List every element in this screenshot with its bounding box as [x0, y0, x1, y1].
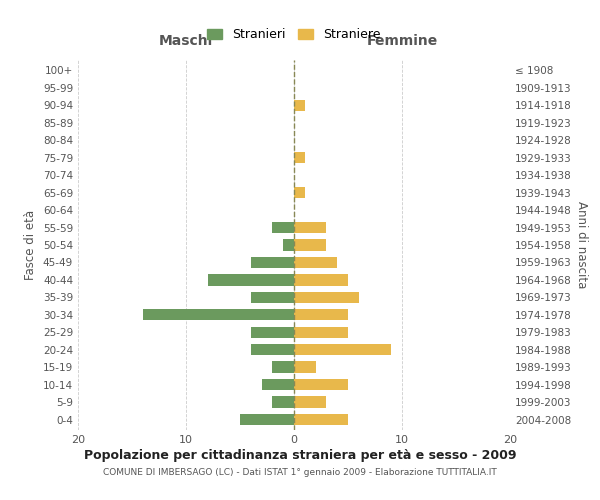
Bar [294, 379, 348, 390]
Bar [294, 257, 337, 268]
Bar [272, 396, 294, 407]
Bar [294, 344, 391, 356]
Bar [294, 240, 326, 250]
Bar [208, 274, 294, 285]
Bar [294, 362, 316, 373]
Text: Femmine: Femmine [367, 34, 437, 48]
Bar [262, 379, 294, 390]
Bar [294, 309, 348, 320]
Bar [294, 414, 348, 425]
Bar [272, 222, 294, 233]
Bar [294, 326, 348, 338]
Bar [294, 187, 305, 198]
Bar [283, 240, 294, 250]
Bar [240, 414, 294, 425]
Bar [251, 326, 294, 338]
Bar [294, 274, 348, 285]
Y-axis label: Anni di nascita: Anni di nascita [575, 202, 588, 288]
Bar [294, 292, 359, 303]
Bar [294, 222, 326, 233]
Bar [272, 362, 294, 373]
Text: COMUNE DI IMBERSAGO (LC) - Dati ISTAT 1° gennaio 2009 - Elaborazione TUTTITALIA.: COMUNE DI IMBERSAGO (LC) - Dati ISTAT 1°… [103, 468, 497, 477]
Bar [294, 152, 305, 164]
Bar [251, 344, 294, 356]
Text: Maschi: Maschi [159, 34, 213, 48]
Bar [143, 309, 294, 320]
Bar [251, 292, 294, 303]
Text: Popolazione per cittadinanza straniera per età e sesso - 2009: Popolazione per cittadinanza straniera p… [84, 448, 516, 462]
Bar [294, 100, 305, 111]
Y-axis label: Fasce di età: Fasce di età [25, 210, 37, 280]
Legend: Stranieri, Straniere: Stranieri, Straniere [201, 22, 387, 48]
Bar [251, 257, 294, 268]
Bar [294, 396, 326, 407]
